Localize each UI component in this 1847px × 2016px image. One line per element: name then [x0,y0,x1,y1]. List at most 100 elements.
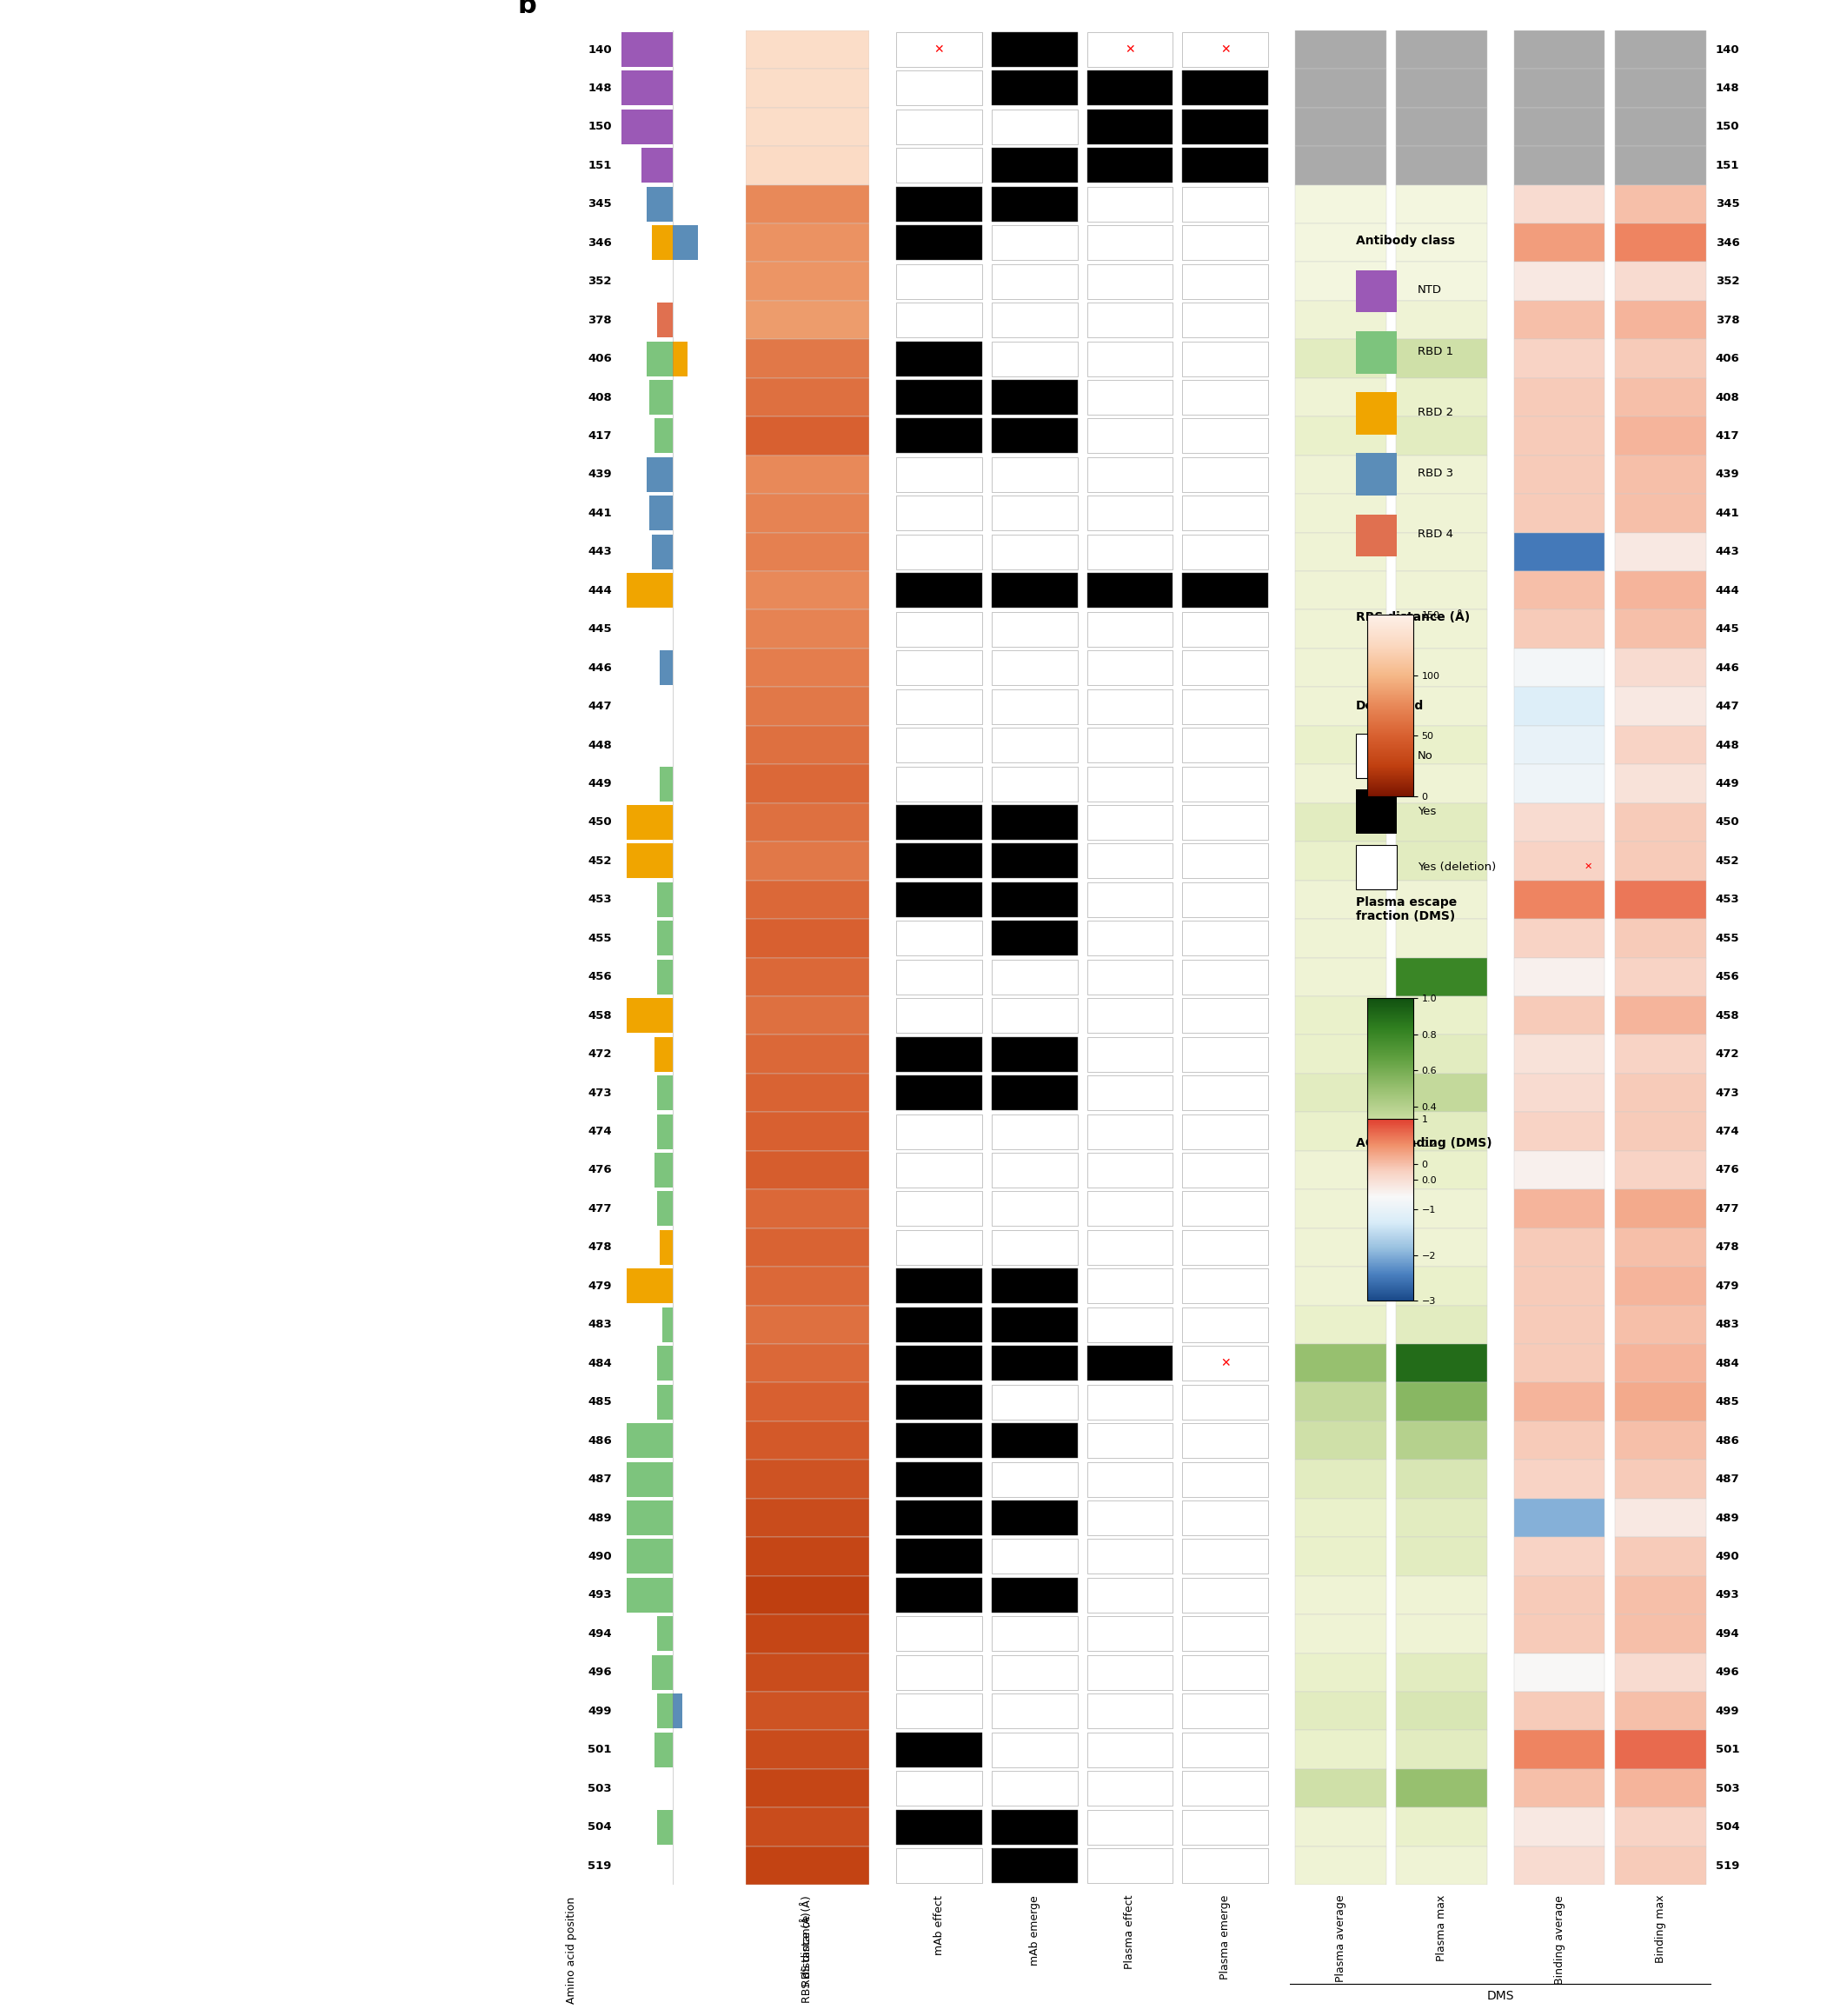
Bar [1396,958,1487,996]
Bar [658,1347,672,1381]
Text: 447: 447 [587,702,611,712]
Bar [1515,1808,1605,1847]
Bar [1295,339,1385,379]
Bar [896,32,983,67]
Bar [1088,804,1173,841]
Text: 472: 472 [587,1048,611,1060]
Bar [1182,341,1269,377]
Bar [1295,1189,1385,1228]
Bar [1088,534,1173,569]
Bar [646,458,672,492]
Bar [626,843,672,879]
Bar [654,1036,672,1073]
Bar [1295,1266,1385,1306]
Bar [1182,109,1269,145]
Bar [1182,379,1269,415]
Bar [1396,1498,1487,1536]
Bar [746,1770,868,1808]
Bar [1515,1615,1605,1653]
Text: 485: 485 [1716,1397,1740,1407]
Text: 496: 496 [587,1667,611,1677]
Bar [663,1306,672,1343]
Bar [746,185,868,224]
Bar [992,1385,1077,1419]
Text: 484: 484 [587,1357,611,1369]
Bar [746,300,868,339]
Bar [672,341,687,377]
Bar [1515,1345,1605,1383]
Bar [1396,1847,1487,1885]
Bar [1295,1847,1385,1885]
Text: 453: 453 [1716,893,1740,905]
Text: 458: 458 [587,1010,611,1022]
Bar [992,1732,1077,1768]
Text: 346: 346 [1716,238,1740,248]
Bar [746,611,868,649]
Bar [1515,1847,1605,1885]
Bar [1515,1536,1605,1577]
FancyBboxPatch shape [1356,270,1396,312]
Text: 455: 455 [587,933,611,943]
Bar [746,1151,868,1189]
Text: 140: 140 [1716,44,1740,54]
Bar [1396,1228,1487,1266]
Text: RBS distance (Å): RBS distance (Å) [802,1895,813,1986]
Bar [1182,883,1269,917]
Bar [1182,960,1269,994]
Bar [896,496,983,530]
Bar [1614,958,1707,996]
Bar [1088,766,1173,800]
Bar [626,1462,672,1496]
Text: RBD 1: RBD 1 [1418,345,1454,357]
Text: 452: 452 [1716,855,1740,867]
Bar [746,764,868,802]
Bar [1182,728,1269,762]
Bar [1182,1617,1269,1651]
Bar [746,30,868,69]
Bar [896,264,983,298]
Text: 150: 150 [587,121,611,133]
Bar [896,1153,983,1187]
Bar [1088,728,1173,762]
Text: 483: 483 [587,1318,611,1331]
Bar [1515,726,1605,764]
Bar [1396,1615,1487,1653]
Bar [1182,1655,1269,1689]
Bar [1088,226,1173,260]
Bar [1515,611,1605,649]
Bar [652,1655,672,1689]
Text: 477: 477 [587,1204,611,1214]
Bar [646,341,672,377]
Bar [1515,1113,1605,1151]
Bar [1396,996,1487,1034]
Bar [1088,1306,1173,1343]
Bar [1515,881,1605,919]
Bar [896,689,983,724]
Bar [1182,1115,1269,1149]
Bar [1088,1538,1173,1574]
Text: 140: 140 [587,44,611,54]
Bar [1182,1230,1269,1264]
Bar [896,921,983,956]
Bar [621,71,672,105]
Bar [746,649,868,687]
Bar [1614,687,1707,726]
Bar [896,1191,983,1226]
Bar [1295,262,1385,300]
Bar [1088,1693,1173,1728]
Text: 486: 486 [1716,1435,1740,1445]
Bar [1182,573,1269,609]
Text: 493: 493 [587,1589,611,1601]
Bar [896,728,983,762]
Bar [992,998,1077,1032]
Bar [1088,998,1173,1032]
Text: Plasma max: Plasma max [1435,1895,1448,1962]
Text: Yes: Yes [1418,806,1437,816]
Bar [992,1810,1077,1845]
Text: NTD: NTD [1418,284,1443,296]
Bar [992,1655,1077,1689]
Bar [654,1153,672,1187]
Bar [626,573,672,609]
Bar [1295,1306,1385,1345]
Text: 519: 519 [587,1861,611,1871]
